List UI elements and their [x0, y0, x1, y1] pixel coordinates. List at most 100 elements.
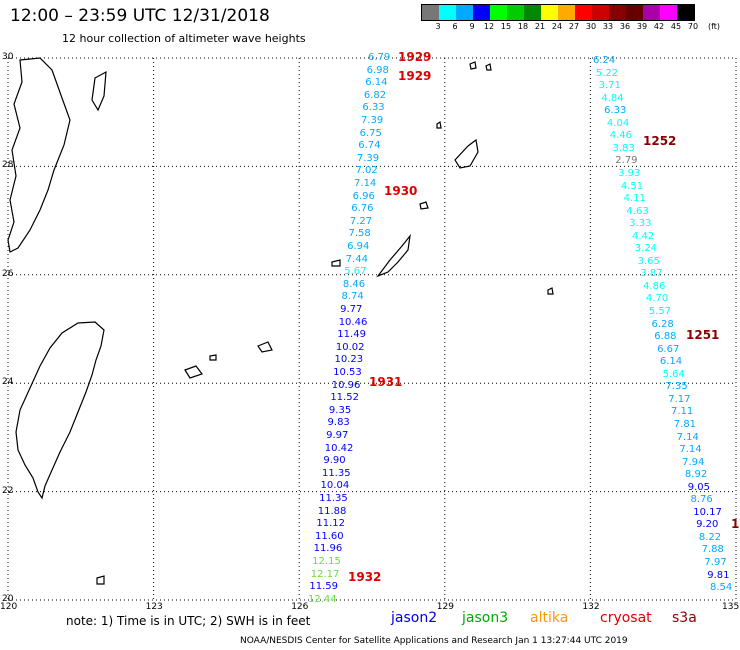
island-outline	[485, 63, 492, 71]
island-outline	[257, 341, 273, 353]
wave-height-value: 9.35	[328, 404, 352, 416]
latitude-label: 22	[2, 485, 14, 496]
wave-height-value: 6.28	[651, 318, 674, 330]
wave-height-value: 9.81	[707, 569, 730, 581]
wave-height-value: 4.51	[620, 180, 644, 192]
wave-height-value: 7.35	[665, 381, 688, 393]
wave-height-value: 10.02	[335, 341, 365, 353]
legend-label: 15	[500, 22, 512, 31]
legend-swatch	[558, 5, 575, 20]
wave-height-value: 12.44	[308, 593, 337, 605]
wave-height-value: 12.15	[312, 556, 341, 567]
legend-label: 24	[551, 22, 563, 31]
longitude-label: 120	[0, 602, 18, 612]
taiwan-coastline	[15, 321, 105, 500]
wave-height-value: 11.59	[309, 581, 339, 593]
wave-height-value: 7.94	[682, 456, 705, 468]
wave-height-value: 6.96	[352, 190, 375, 202]
wave-height-value: 11.12	[316, 518, 345, 530]
wave-height-value: 7.39	[356, 152, 380, 164]
legend-swatch	[456, 5, 473, 20]
legend-swatch	[507, 5, 524, 20]
legend-label: 6	[452, 22, 458, 31]
wave-height-value: 6.33	[362, 102, 385, 114]
legend-swatch	[439, 5, 456, 20]
legend-swatch	[490, 5, 507, 20]
pass-number-label: 1930	[384, 184, 418, 198]
wave-height-value: 7.02	[355, 165, 378, 177]
longitude-label: 135	[722, 602, 740, 612]
island-outline	[209, 354, 217, 361]
wave-height-value: 12.17	[310, 568, 340, 580]
wave-height-value: 10.17	[693, 506, 722, 518]
color-legend	[421, 4, 695, 21]
wave-height-value: 3.71	[598, 80, 621, 92]
wave-height-value: 10.46	[338, 316, 368, 328]
wave-height-value: 4.46	[609, 130, 632, 142]
island-outline	[454, 138, 479, 169]
wave-height-value: 6.75	[359, 127, 382, 139]
wave-height-value: 9.83	[327, 417, 350, 429]
wave-height-value: 3.93	[618, 167, 641, 179]
pass-number-label: 1929	[398, 50, 432, 64]
wave-height-value: 3.65	[637, 255, 660, 267]
wave-height-value: 7.27	[349, 215, 373, 227]
wave-height-value: 11.35	[321, 467, 351, 479]
pass-number-label: 1252	[643, 134, 677, 148]
legend-label: 70	[687, 22, 699, 31]
satellite-name-jason2: jason2	[391, 610, 438, 626]
wave-height-value: 3.24	[634, 243, 658, 255]
wave-height-value: 7.44	[345, 253, 368, 265]
wave-height-value: 3.33	[629, 218, 652, 230]
latitude-label: 28	[2, 160, 14, 171]
island-outline	[91, 70, 107, 112]
pass-number-label: 1932	[348, 570, 382, 584]
latitude-label: 26	[2, 268, 14, 279]
wave-height-value: 7.14	[354, 178, 377, 189]
map-subtitle: 12 hour collection of altimeter wave hei…	[62, 32, 306, 45]
island-outline	[184, 365, 203, 379]
legend-label: 33	[602, 22, 614, 31]
pass-number-label: 1251	[686, 328, 720, 342]
map-title: 12:00 – 23:59 UTC 12/31/2018	[10, 6, 270, 26]
wave-height-value: 4.86	[643, 280, 666, 292]
wave-height-value: 10.53	[333, 367, 362, 378]
wave-height-value: 5.64	[662, 368, 685, 380]
wave-height-value: 7.58	[348, 228, 371, 240]
island-outline	[331, 259, 341, 267]
wave-height-value: 6.74	[358, 140, 381, 152]
wave-height-value: 9.77	[340, 304, 363, 315]
wave-height-value: 4.70	[645, 293, 669, 305]
legend-swatch	[524, 5, 541, 20]
wave-height-value: 6.14	[659, 356, 683, 368]
legend-swatch	[660, 5, 677, 20]
wave-height-value: 5.22	[595, 67, 619, 79]
wave-height-value: 6.82	[363, 89, 387, 101]
wave-height-value: 3.83	[612, 142, 635, 154]
wave-height-value: 8.54	[710, 582, 733, 594]
wave-height-value: 11.52	[330, 392, 359, 404]
island-outline	[419, 201, 429, 210]
satellite-name-jason3: jason3	[462, 610, 509, 626]
legend-label: 45	[670, 22, 682, 31]
wave-height-value: 9.97	[326, 430, 349, 441]
wave-height-value: 8.22	[698, 531, 722, 543]
longitude-label: 123	[145, 602, 163, 612]
wave-height-value: 10.23	[334, 354, 364, 366]
legend-swatch	[643, 5, 660, 20]
wave-height-value: 6.98	[366, 64, 389, 76]
island-outline	[469, 61, 477, 70]
wave-height-value: 9.20	[696, 519, 719, 531]
legend-label: (ft)	[707, 22, 721, 31]
legend-label: 39	[636, 22, 648, 31]
satellite-name-cryosat: cryosat	[600, 610, 652, 626]
wave-height-value: 11.96	[313, 543, 343, 555]
wave-height-value: 10.96	[331, 379, 361, 391]
legend-labels: 3 6 9 12 15 18 21 24 27 30 33 36 39 42 45 70 (ft)	[421, 22, 740, 34]
wave-height-value: 7.97	[704, 557, 727, 568]
legend-label: 42	[653, 22, 665, 31]
legend-label: 9	[469, 22, 475, 31]
wave-height-value: 7.14	[676, 431, 699, 443]
legend-swatch	[592, 5, 609, 20]
wave-height-value: 6.14	[365, 77, 388, 89]
